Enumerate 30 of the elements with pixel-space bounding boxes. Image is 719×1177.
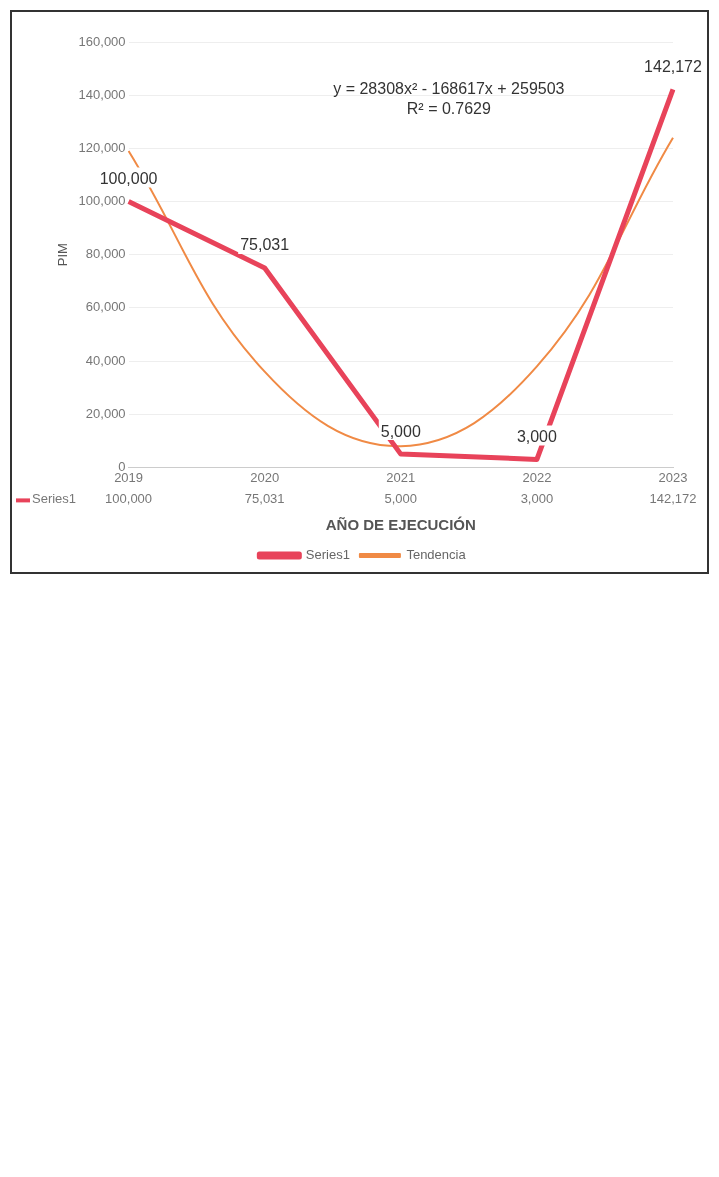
text: 5,000 xyxy=(380,422,421,440)
annotation: y = 28308x² - 168617x + 259503 xyxy=(333,80,565,98)
x-tick-label: 2021 xyxy=(386,469,416,485)
text: 75,031 xyxy=(240,236,290,254)
y-tick-label: 0 xyxy=(118,458,126,474)
text: 3,000 xyxy=(520,491,554,507)
text: 142,172 xyxy=(644,57,702,75)
text: 5,000 xyxy=(384,491,418,507)
text: 142,172 xyxy=(649,491,697,507)
y-tick-label: 120,000 xyxy=(78,139,126,155)
legend-label: Series1 xyxy=(32,491,77,507)
x-tick-label: 2020 xyxy=(250,469,280,485)
y-tick-label: 60,000 xyxy=(85,299,126,315)
legend-label: Tendencia xyxy=(406,547,467,563)
y-tick-label: 40,000 xyxy=(85,352,126,368)
y-tick-label: 100,000 xyxy=(78,193,126,209)
x-axis-title: AÑO DE EJECUCIÓN xyxy=(325,516,476,534)
text: 75,031 xyxy=(244,491,285,507)
text: Series1 xyxy=(305,547,350,563)
y-axis-title: PIM xyxy=(55,243,71,267)
y-tick-label: 80,000 xyxy=(85,246,126,262)
text: 100,000 xyxy=(99,169,158,187)
x-tick-label: 2023 xyxy=(658,469,688,485)
x-tick-label: 2022 xyxy=(522,469,552,485)
y-tick-label: 20,000 xyxy=(85,405,126,421)
y-tick-label: 140,000 xyxy=(78,86,126,102)
text: 100,000 xyxy=(105,491,153,507)
y-tick-label: 160,000 xyxy=(78,33,126,49)
annotation: R² = 0.7629 xyxy=(406,100,491,118)
text: 3,000 xyxy=(516,427,557,445)
